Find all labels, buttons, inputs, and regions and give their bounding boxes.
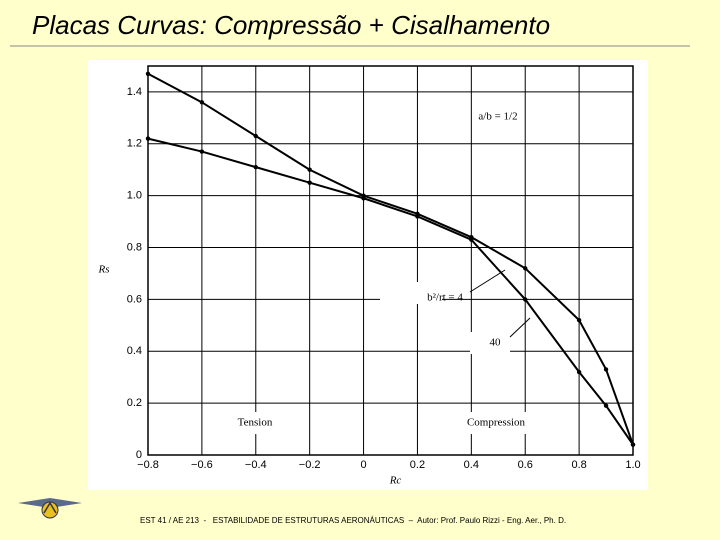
y-tick-label: 0.6 <box>127 293 142 305</box>
point <box>361 196 366 201</box>
y-tick-label: 1.0 <box>127 190 142 202</box>
point <box>199 149 205 154</box>
point <box>576 369 582 375</box>
label-box <box>470 332 510 354</box>
point <box>415 214 420 219</box>
point <box>145 136 151 141</box>
slide-title: Placas Curvas: Compressão + Cisalhamento <box>32 10 551 40</box>
annotation: Tension <box>238 417 273 429</box>
y-tick-label: 0.4 <box>127 345 142 357</box>
annotation-box <box>454 412 538 434</box>
annotation-box <box>227 412 283 434</box>
annotation: a/b = 1/2 <box>478 111 517 123</box>
point <box>576 317 582 323</box>
series-label: b²/rt = 4 <box>427 292 463 304</box>
x-tick-label: −0.6 <box>191 459 213 471</box>
x-tick-label: 0.4 <box>464 459 479 471</box>
x-tick-label: 0.6 <box>518 459 533 471</box>
x-tick-label: 1.0 <box>625 459 640 471</box>
point <box>603 367 609 372</box>
point <box>523 297 528 302</box>
annotation: Compression <box>467 417 526 429</box>
y-axis-label: Rs <box>98 264 110 276</box>
annotation-box <box>473 106 523 128</box>
footer: EST 41 / AE 213 - ESTABILIDADE DE ESTRUT… <box>140 516 567 525</box>
point <box>145 71 151 76</box>
x-axis-label: Rc <box>389 475 402 487</box>
point <box>469 237 474 242</box>
x-tick-label: 0.2 <box>410 459 425 471</box>
y-tick-label: 0 <box>136 449 142 461</box>
point <box>253 164 258 170</box>
point <box>253 133 258 139</box>
label-arrow <box>509 317 531 338</box>
x-tick-label: −0.4 <box>245 459 267 471</box>
y-tick-label: 1.4 <box>127 86 142 98</box>
chart-background <box>88 60 648 490</box>
label-arrow <box>469 269 506 293</box>
point <box>307 180 312 185</box>
y-tick-label: 1.2 <box>127 138 142 150</box>
x-tick-label: 0 <box>360 459 366 471</box>
x-tick-label: 0.8 <box>571 459 586 471</box>
point <box>307 167 312 172</box>
point <box>630 442 636 447</box>
logo <box>18 498 82 519</box>
y-tick-label: 0.8 <box>127 241 142 253</box>
point <box>523 266 528 271</box>
y-tick-label: 0.2 <box>127 397 142 409</box>
x-tick-label: −0.2 <box>299 459 321 471</box>
series-label: 40 <box>490 337 502 349</box>
point <box>603 403 609 408</box>
x-tick-label: −0.8 <box>137 459 159 471</box>
label-box <box>380 282 442 304</box>
point <box>199 100 205 105</box>
